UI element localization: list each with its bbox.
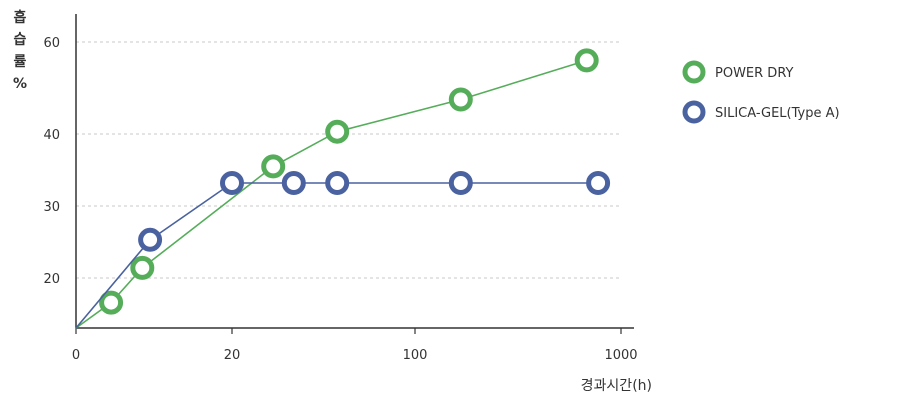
y-axis-label-char: 률	[14, 53, 27, 70]
series-layer	[75, 48, 611, 329]
series-line	[75, 182, 599, 329]
tick-layer: 20 30 40 60 0 20 100 1000	[43, 36, 637, 363]
y-axis-label-char: %	[13, 76, 27, 92]
data-point	[325, 171, 350, 195]
data-point	[220, 171, 244, 195]
data-point	[325, 119, 350, 144]
x-tick-label: 100	[403, 348, 428, 363]
legend-label-silica-gel: SILICA-GEL(Type A)	[715, 106, 840, 121]
y-axis-label: 흡 습 률 %	[13, 9, 27, 92]
data-point	[448, 87, 473, 112]
data-point	[261, 154, 286, 179]
legend-item-silica-gel: SILICA-GEL(Type A)	[682, 100, 840, 124]
axis-layer	[75, 14, 634, 329]
series-line	[75, 59, 587, 329]
data-point	[130, 255, 155, 280]
y-tick-label: 40	[43, 128, 60, 143]
data-point	[448, 171, 473, 195]
y-axis-label-char: 흡	[14, 9, 27, 26]
data-point	[138, 227, 163, 252]
y-tick-label: 60	[43, 36, 60, 51]
data-point	[99, 290, 124, 315]
data-point	[574, 48, 599, 73]
legend-marker-power-dry	[682, 60, 706, 84]
y-axis-label-char: 습	[14, 32, 27, 48]
y-tick-label: 30	[43, 200, 60, 215]
x-tick-label: 0	[72, 348, 80, 363]
y-tick-label: 20	[43, 272, 60, 287]
legend-label-power-dry: POWER DRY	[715, 66, 794, 81]
legend: POWER DRY SILICA-GEL(Type A)	[682, 60, 840, 124]
x-tick-label: 20	[224, 348, 241, 363]
x-tick-label: 1000	[604, 348, 637, 363]
data-point	[281, 171, 306, 195]
grid-layer	[76, 41, 622, 279]
x-axis-label: 경과시간(h)	[581, 378, 652, 394]
legend-item-power-dry: POWER DRY	[682, 60, 794, 84]
legend-marker-silica-gel	[682, 100, 706, 124]
data-point	[586, 171, 611, 195]
